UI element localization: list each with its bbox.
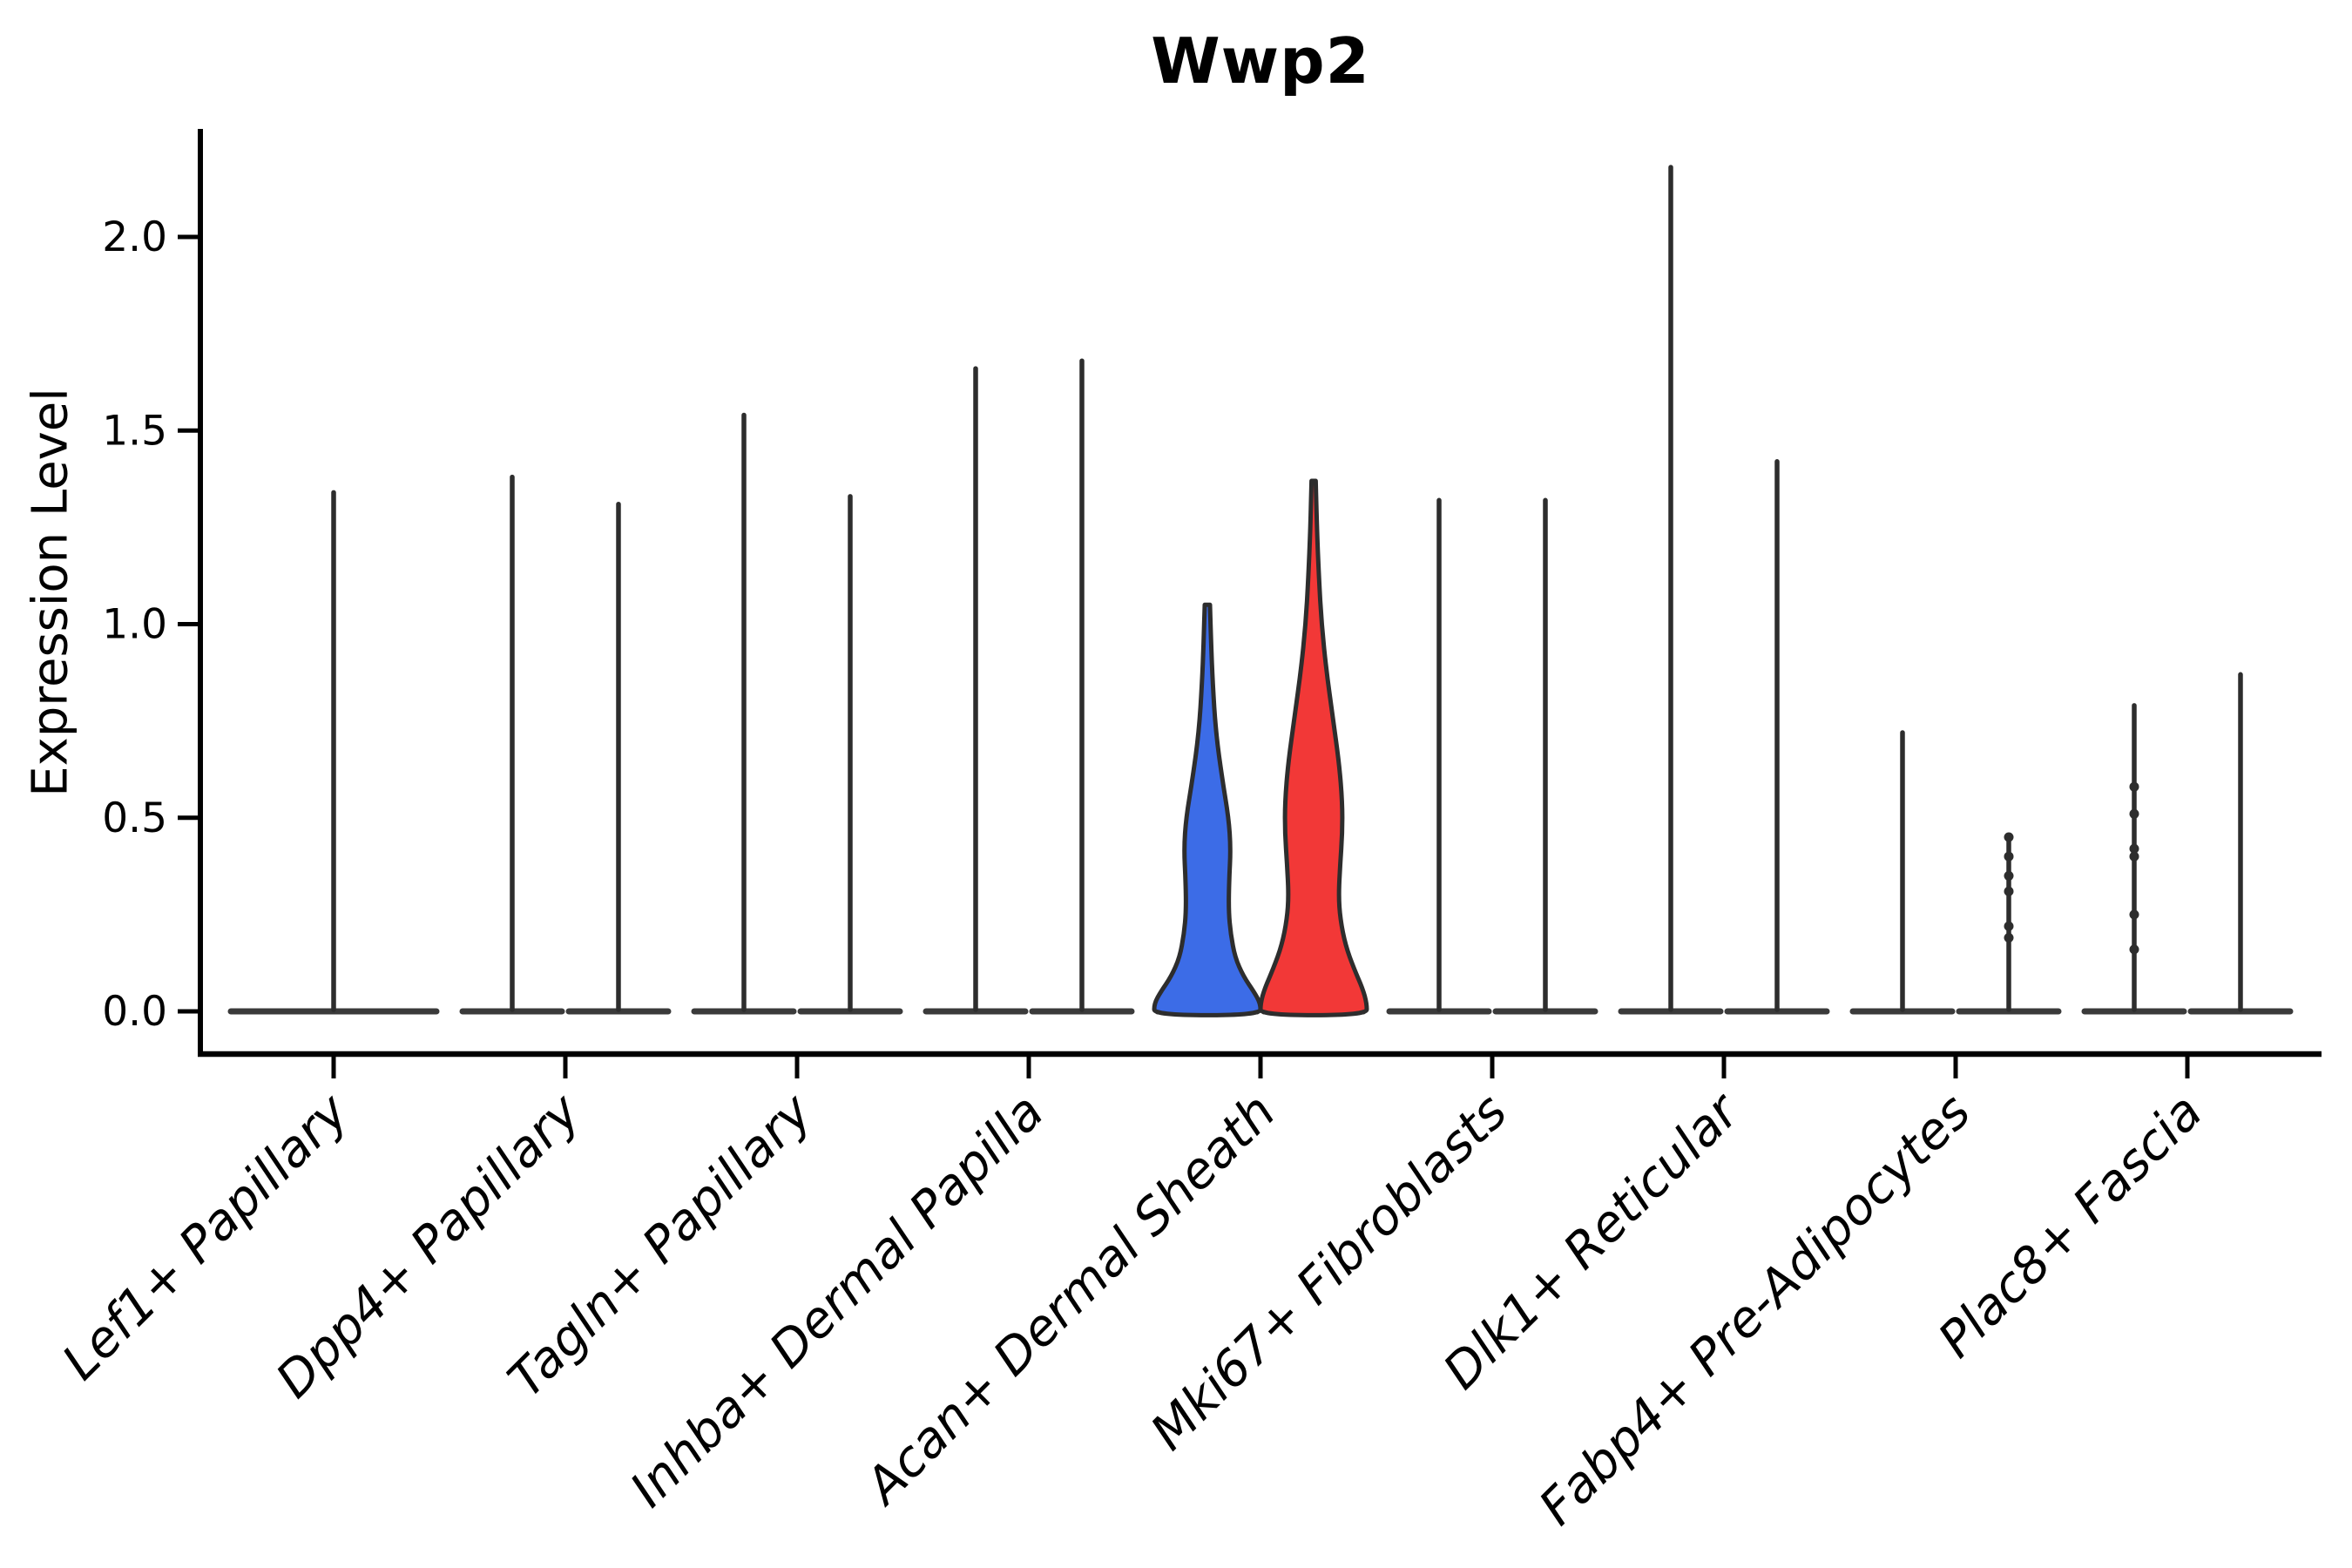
x-tick-label: Fabp4+ Pre-Adipocytes — [1529, 1083, 1982, 1536]
x-tick-label: Acan+ Dermal Sheath — [852, 1083, 1286, 1517]
jitter-dot — [2129, 808, 2139, 819]
y-tick-label: 0.0 — [102, 988, 167, 1036]
y-tick-label: 1.0 — [102, 601, 167, 649]
jitter-dot — [2129, 781, 2139, 792]
jitter-dot — [2004, 832, 2014, 842]
chart-title: Wwp2 — [1151, 24, 1370, 98]
violin-body — [1258, 478, 1369, 1017]
x-tick-label: Inhba+ Dermal Papilla — [619, 1083, 1055, 1518]
jitter-dot — [2004, 886, 2014, 896]
jitter-dot — [2004, 921, 2014, 931]
jitter-dot — [2129, 851, 2139, 862]
jitter-dot — [2004, 851, 2014, 862]
violin-body — [1152, 602, 1263, 1017]
y-tick-label: 2.0 — [102, 213, 167, 261]
jitter-dot — [2129, 843, 2139, 854]
jitter-dot — [2129, 944, 2139, 955]
jitter-dot — [2004, 933, 2014, 943]
jitter-dot — [2129, 909, 2139, 920]
y-tick-label: 1.5 — [102, 407, 167, 455]
y-tick-label: 0.5 — [102, 794, 167, 842]
jitter-dot — [2004, 870, 2014, 881]
